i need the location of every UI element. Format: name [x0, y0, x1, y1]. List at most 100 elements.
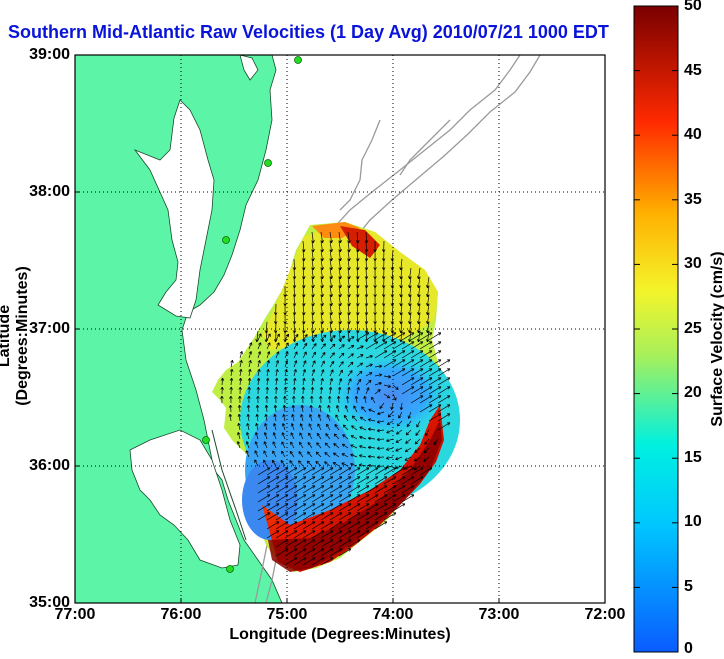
velocity-vector	[266, 494, 280, 503]
y-tick-label: 35:00	[29, 594, 70, 611]
velocity-vector	[374, 467, 388, 476]
y-tick-label: 38:00	[29, 183, 70, 200]
velocity-vector	[367, 454, 376, 459]
velocity-vector	[284, 467, 298, 476]
velocity-vector	[320, 303, 324, 316]
velocity-vector	[254, 459, 259, 467]
velocity-vector	[320, 249, 324, 262]
velocity-vector	[301, 386, 306, 395]
velocity-vector	[320, 231, 324, 244]
velocity-vector	[347, 249, 351, 262]
velocity-vector	[266, 467, 280, 476]
velocity-vector	[291, 413, 295, 422]
velocity-vector	[347, 344, 355, 350]
velocity-vector	[347, 276, 351, 289]
velocity-vector	[311, 321, 315, 334]
velocity-vector	[365, 467, 379, 476]
velocity-vector	[228, 413, 233, 422]
velocity-vector	[329, 240, 334, 253]
velocity-vector	[333, 433, 340, 440]
velocity-vector	[426, 303, 430, 316]
colorbar-tick-label: 50	[684, 0, 702, 14]
velocity-vector	[284, 476, 298, 485]
velocity-vector	[329, 369, 334, 377]
velocity-vector	[350, 435, 358, 440]
velocity-vector	[256, 377, 261, 386]
velocity-vector	[273, 413, 277, 422]
velocity-vector	[284, 548, 298, 557]
velocity-vector	[413, 465, 421, 470]
velocity-vector	[273, 404, 278, 413]
colorbar-tick-label: 5	[684, 578, 693, 595]
velocity-vector	[275, 368, 279, 377]
velocity-vector	[342, 424, 349, 431]
velocity-vector	[374, 485, 388, 494]
velocity-vector	[347, 231, 351, 244]
velocity-vector	[365, 341, 379, 350]
velocity-vector	[311, 494, 325, 503]
velocity-vector	[437, 422, 451, 431]
velocity-vector	[408, 267, 412, 280]
velocity-vector	[417, 285, 421, 298]
station-marker	[226, 565, 234, 573]
velocity-vector	[401, 494, 415, 503]
velocity-vector	[386, 420, 394, 426]
velocity-vector	[289, 460, 295, 467]
velocity-vector	[317, 423, 322, 431]
velocity-vector	[324, 442, 331, 449]
velocity-vector	[326, 423, 331, 431]
velocity-vector	[292, 386, 297, 395]
velocity-vector	[338, 352, 345, 359]
velocity-vector	[239, 368, 243, 377]
velocity-vector	[329, 539, 343, 548]
velocity-vector	[275, 360, 280, 368]
velocity-vector	[237, 404, 242, 413]
velocity-vector	[245, 450, 250, 458]
velocity-vector	[356, 362, 364, 368]
velocity-vector	[437, 368, 451, 377]
velocity-vector	[356, 485, 370, 494]
velocity-vector	[246, 422, 250, 431]
velocity-vector	[376, 446, 385, 451]
velocity-vector	[247, 395, 251, 404]
velocity-vector	[264, 404, 269, 413]
velocity-vector	[238, 377, 243, 386]
velocity-vector	[327, 395, 332, 404]
x-tick-label: 74:00	[372, 606, 414, 623]
velocity-vector	[315, 460, 322, 467]
velocity-vector	[356, 332, 370, 341]
velocity-vector	[283, 395, 287, 404]
velocity-vector	[396, 420, 403, 427]
velocity-vector	[301, 395, 305, 404]
velocity-vector	[356, 386, 360, 395]
velocity-vector	[433, 438, 439, 446]
velocity-vector	[329, 321, 334, 334]
velocity-vector	[426, 276, 430, 289]
velocity-vector	[275, 333, 280, 341]
velocity-vector	[338, 539, 352, 548]
velocity-vector	[401, 476, 415, 485]
y-axis-label: Latitude (Degrees:Minutes)	[0, 266, 31, 406]
velocity-vector	[386, 429, 394, 434]
velocity-vector	[326, 414, 331, 422]
velocity-vector	[374, 350, 388, 359]
velocity-vector	[401, 377, 415, 386]
velocity-vector	[374, 364, 383, 369]
velocity-vector	[437, 359, 451, 368]
x-tick-label: 72:00	[584, 606, 626, 623]
colorbar-tick-label: 0	[684, 640, 693, 657]
velocity-vector	[374, 332, 388, 341]
velocity-vector	[356, 476, 370, 485]
velocity-vector	[365, 363, 373, 368]
velocity-vector	[351, 415, 358, 422]
velocity-vector	[320, 351, 326, 359]
velocity-vector	[410, 341, 424, 350]
velocity-vector	[308, 414, 313, 422]
velocity-vector	[426, 312, 430, 325]
velocity-vector	[220, 395, 224, 404]
velocity-vector	[347, 353, 354, 359]
velocity-vector	[282, 413, 286, 422]
velocity-vector	[347, 321, 351, 334]
velocity-vector	[383, 384, 392, 388]
velocity-vector	[401, 485, 415, 494]
